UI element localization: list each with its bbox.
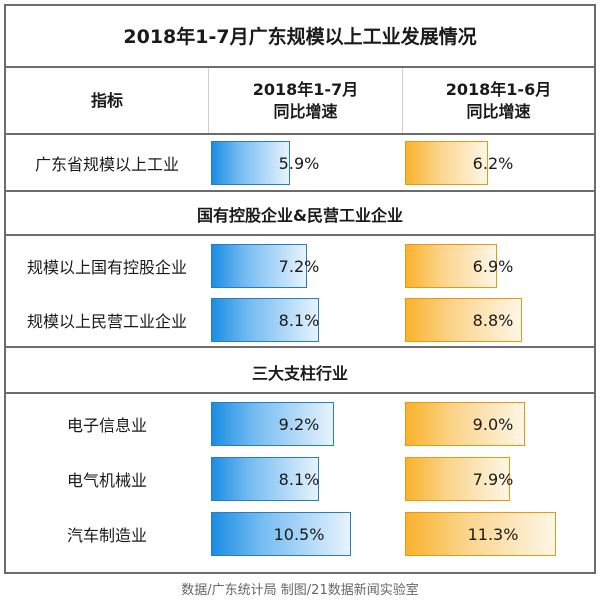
bar-cell-jan-jun: 7.9%	[405, 454, 581, 504]
bar-jan-jul	[211, 457, 319, 501]
chart-title: 2018年1-7月广东规模以上工业发展情况	[123, 26, 477, 48]
data-label: 8.8%	[472, 310, 514, 330]
column-divider	[402, 68, 403, 133]
bar-jan-jul	[211, 298, 319, 342]
section-title: 国有控股企业&民营工业企业	[197, 206, 403, 225]
data-label: 8.1%	[278, 469, 320, 489]
row-label: 规模以上国有控股企业	[26, 258, 187, 277]
column-header-jan-jul: 2018年1-7月 同比增速	[252, 79, 359, 121]
data-label: 9.0%	[472, 414, 514, 434]
bar-cell-jan-jul: 8.1%	[211, 454, 387, 504]
divider	[4, 133, 596, 135]
bar-cell-jan-jul: 7.2%	[211, 241, 387, 291]
bar-jan-jul	[211, 244, 307, 288]
outer-frame	[4, 4, 596, 574]
column-divider	[208, 68, 209, 133]
row-label: 汽车制造业	[66, 526, 147, 545]
row-label: 规模以上民营工业企业	[26, 312, 187, 331]
bar-jan-jul	[211, 402, 334, 446]
data-label: 7.9%	[472, 469, 514, 489]
bar-cell-jan-jul: 8.1%	[211, 295, 387, 345]
bar-jan-jul	[211, 141, 290, 185]
bar-cell-jan-jun: 11.3%	[405, 509, 581, 559]
row-label: 广东省规模以上工业	[34, 155, 179, 174]
bar-cell-jan-jun: 6.2%	[405, 138, 581, 188]
source-note: 数据/广东统计局 制图/21数据新闻实验室	[181, 583, 419, 598]
bar-cell-jan-jun: 9.0%	[405, 399, 581, 449]
bar-cell-jan-jul: 10.5%	[211, 509, 387, 559]
column-header-jan-jun: 2018年1-6月 同比增速	[445, 79, 552, 121]
data-label: 6.9%	[472, 256, 514, 276]
bar-cell-jan-jun: 6.9%	[405, 241, 581, 291]
data-label: 8.1%	[278, 310, 320, 330]
bar-cell-jan-jul: 5.9%	[211, 138, 387, 188]
bar-jan-jul	[211, 512, 351, 556]
divider	[4, 346, 596, 348]
data-label: 6.2%	[472, 153, 514, 173]
bar-jan-jun	[405, 141, 488, 185]
data-label: 11.3%	[467, 524, 519, 544]
bar-jan-jun	[405, 244, 497, 288]
bar-cell-jan-jun: 8.8%	[405, 295, 581, 345]
bar-jan-jun	[405, 512, 556, 556]
bar-cell-jan-jul: 9.2%	[211, 399, 387, 449]
row-label: 电子信息业	[66, 416, 147, 435]
divider	[4, 190, 596, 192]
column-header-indicator: 指标	[90, 90, 123, 110]
data-label: 7.2%	[278, 256, 320, 276]
data-label: 5.9%	[278, 153, 320, 173]
data-label: 9.2%	[278, 414, 320, 434]
bar-jan-jun	[405, 298, 523, 342]
divider	[4, 66, 596, 68]
bar-jan-jun	[405, 402, 525, 446]
bar-jan-jun	[405, 457, 511, 501]
data-label: 10.5%	[273, 524, 325, 544]
section-title: 三大支柱行业	[251, 364, 348, 383]
row-label: 电气机械业	[66, 471, 147, 490]
divider	[4, 234, 596, 236]
divider	[4, 392, 596, 394]
